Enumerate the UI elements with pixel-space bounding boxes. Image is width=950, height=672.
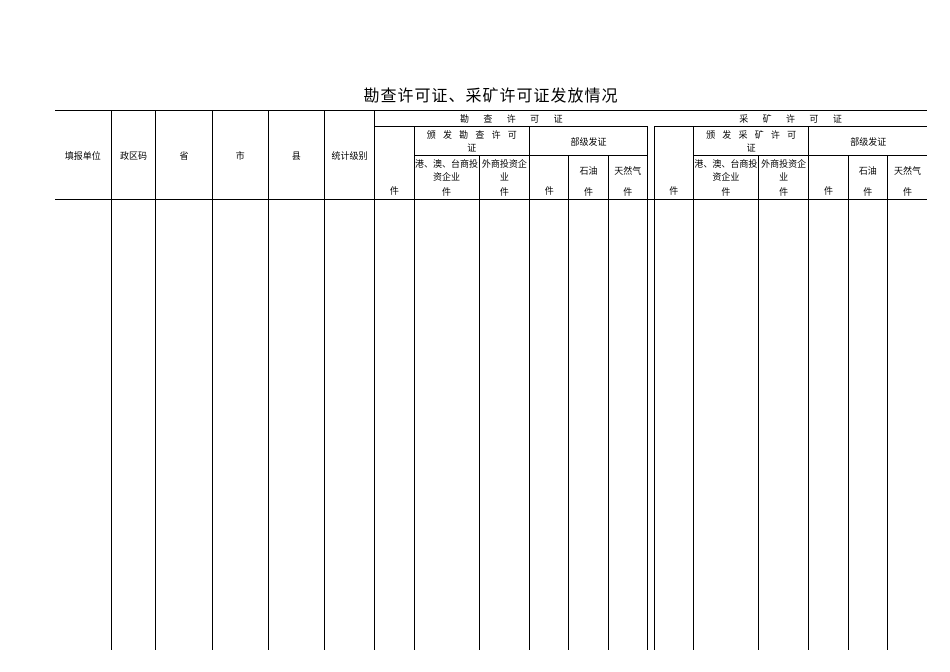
g1-hkmotw-unit: 件 — [414, 184, 479, 200]
data-cell — [324, 200, 374, 650]
col-province: 省 — [156, 111, 212, 200]
col-county: 县 — [268, 111, 324, 200]
data-cell — [55, 200, 111, 650]
g1-foreign-unit: 件 — [479, 184, 529, 200]
group2-header: 采矿许可证 — [654, 111, 927, 127]
data-cell — [156, 200, 212, 650]
g2-oil-unit: 件 — [848, 184, 887, 200]
header-row-1: 填报单位 政区码 省 市 县 统计级别 勘查许可证 采矿许可证 — [55, 111, 927, 127]
g2-foreign: 外商投资企业 — [758, 156, 808, 185]
g1-hkmotw: 港、澳、台商投资企业 — [414, 156, 479, 185]
data-cell — [212, 200, 268, 650]
g2-hkmotw: 港、澳、台商投资企业 — [693, 156, 758, 185]
data-cell — [569, 200, 608, 650]
g2-hkmotw-unit: 件 — [693, 184, 758, 200]
col-unit: 填报单位 — [55, 111, 111, 200]
col-city: 市 — [212, 111, 268, 200]
gap-cell — [647, 200, 654, 650]
gap-cell — [647, 111, 654, 127]
data-cell — [111, 200, 156, 650]
gap-cell — [647, 184, 654, 200]
g1-dept-total: 件 — [530, 156, 569, 200]
data-cell — [268, 200, 324, 650]
g1-oil-unit: 件 — [569, 184, 608, 200]
data-cell — [479, 200, 529, 650]
data-cell — [758, 200, 808, 650]
data-cell — [809, 200, 848, 650]
permit-issuance-table: 勘查许可证、采矿许可证发放情况 填报单位 — [55, 82, 927, 650]
g1-gas-unit: 件 — [608, 184, 647, 200]
gap-cell — [647, 156, 654, 185]
data-cell — [887, 200, 927, 650]
group1-header: 勘查许可证 — [375, 111, 648, 127]
g1-dept-header: 部级发证 — [530, 127, 648, 156]
g2-gas-unit: 件 — [887, 184, 927, 200]
data-body-row — [55, 200, 927, 650]
data-cell — [654, 200, 693, 650]
g1-sub-header: 颁发勘查许可证 — [414, 127, 530, 156]
data-cell — [414, 200, 479, 650]
g2-sub-header: 颁发采矿许可证 — [693, 127, 809, 156]
col-stat-level: 统计级别 — [324, 111, 374, 200]
g2-total-unit: 件 — [654, 127, 693, 200]
data-cell — [608, 200, 647, 650]
g1-oil: 石油 — [569, 156, 608, 185]
g2-dept-total: 件 — [809, 156, 848, 200]
col-region-code: 政区码 — [111, 111, 156, 200]
data-cell — [848, 200, 887, 650]
g1-total-unit: 件 — [375, 127, 414, 200]
document-title: 勘查许可证、采矿许可证发放情况 — [55, 82, 927, 106]
g2-gas: 天然气 — [887, 156, 927, 185]
g1-gas: 天然气 — [608, 156, 647, 185]
g2-oil: 石油 — [848, 156, 887, 185]
g2-dept-header: 部级发证 — [809, 127, 927, 156]
g2-foreign-unit: 件 — [758, 184, 808, 200]
data-cell — [375, 200, 414, 650]
data-cell — [530, 200, 569, 650]
permit-table: 填报单位 政区码 省 市 县 统计级别 勘查许可证 采矿许可证 件 颁发勘查许可… — [55, 110, 927, 650]
data-cell — [693, 200, 758, 650]
gap-cell — [647, 127, 654, 156]
g1-foreign: 外商投资企业 — [479, 156, 529, 185]
